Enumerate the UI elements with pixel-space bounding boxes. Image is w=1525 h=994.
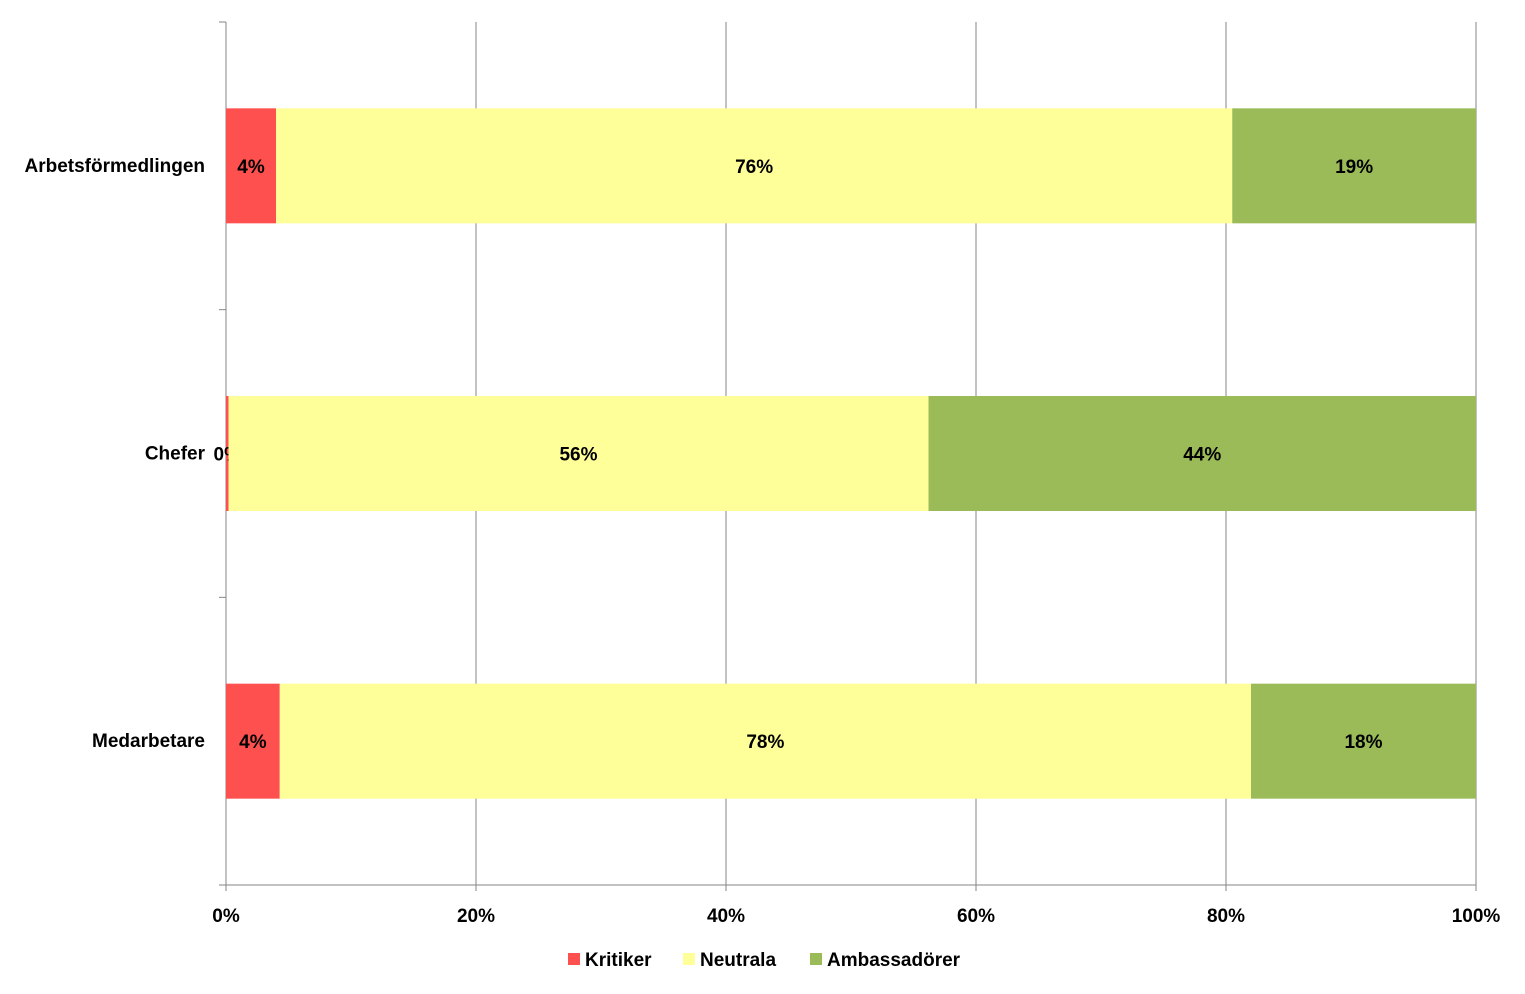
data-label: 19%	[1335, 157, 1373, 178]
bar-segment	[1251, 683, 1476, 799]
legend-swatch	[568, 953, 580, 965]
legend-label: Kritiker	[585, 950, 652, 971]
data-label: 44%	[1183, 445, 1221, 466]
category-label: Arbetsförmedlingen	[24, 156, 205, 177]
x-tick-label: 0%	[212, 906, 240, 927]
data-label: 76%	[735, 157, 773, 178]
legend-swatch	[683, 953, 695, 965]
x-tick-label: 80%	[1207, 906, 1245, 927]
bar-segment	[276, 108, 1233, 224]
category-label: Chefer	[145, 444, 206, 465]
bar-segment	[226, 396, 229, 511]
bar-segment	[226, 683, 280, 799]
bar-segment	[1232, 108, 1476, 224]
bar-segment	[928, 396, 1476, 511]
category-label: Medarbetare	[92, 731, 205, 752]
x-tick-label: 20%	[457, 906, 495, 927]
data-label: 56%	[559, 445, 597, 466]
data-label: 4%	[239, 732, 267, 753]
legend-label: Ambassadörer	[827, 950, 961, 971]
data-label: 18%	[1344, 732, 1382, 753]
bar-segment	[228, 396, 929, 511]
x-tick-label: 40%	[707, 906, 745, 927]
x-tick-label: 100%	[1452, 906, 1501, 927]
legend-label: Neutrala	[700, 950, 776, 971]
legend-swatch	[810, 953, 822, 965]
bar-segment	[226, 108, 276, 224]
bar-segment	[279, 683, 1251, 799]
data-label: 78%	[746, 732, 784, 753]
data-label: 4%	[237, 157, 265, 178]
x-tick-label: 60%	[957, 906, 995, 927]
